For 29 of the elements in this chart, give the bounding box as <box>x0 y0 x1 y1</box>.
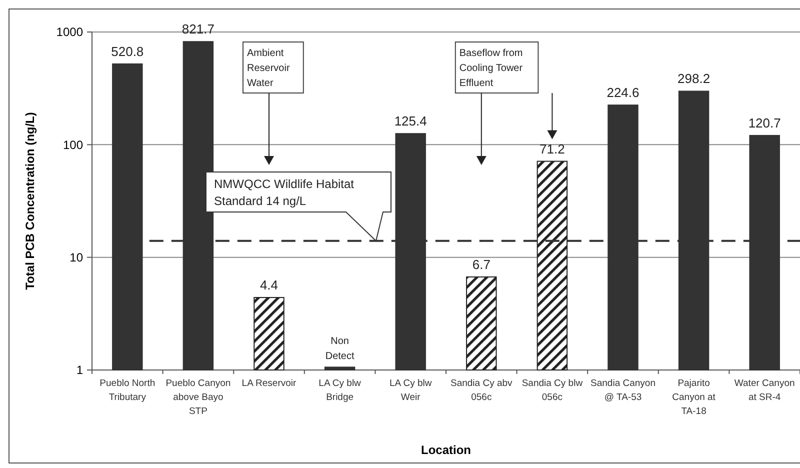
y-tick-label: 1000 <box>56 25 84 40</box>
x-tick-label: Pueblo Canyon above Bayo STP <box>166 378 231 417</box>
y-tick-label: 1 <box>76 363 84 378</box>
x-axis-title: Location <box>421 443 471 457</box>
x-tick-label: Pajarito Canyon at TA-18 <box>672 378 716 417</box>
ref-line-label: NMWQCC Wildlife Habitat Standard 14 ng/L <box>214 177 355 208</box>
x-tick-label: Sandia Cy abv 056c <box>450 378 513 403</box>
x-tick-label: LA Cy blw Bridge <box>318 378 362 403</box>
x-tick-label: Sandia Cy blw 056c <box>522 378 583 403</box>
data-label: 520.8 <box>111 44 144 59</box>
y-tick-label: 100 <box>62 138 84 152</box>
annotation: Ambient Reservoir Water <box>247 48 290 89</box>
data-label: 821.7 <box>182 22 214 37</box>
y-axis-title: Total PCB Concentration (ng/L) <box>23 112 37 290</box>
data-label: 120.7 <box>748 115 781 130</box>
x-tick-label: Water Canyon at SR-4 <box>734 378 795 403</box>
x-tick-label: Pueblo North Tributary <box>100 378 156 403</box>
data-label: Non Detect <box>325 336 354 362</box>
y-tick-label: 10 <box>70 250 84 265</box>
x-tick-label: Sandia Canyon @ TA-53 <box>590 378 656 403</box>
annotation: Baseflow from Cooling Tower Effluent <box>459 48 524 89</box>
data-label: 298.2 <box>678 71 710 86</box>
x-tick-label: LA Cy blw Weir <box>389 378 432 403</box>
data-label: 224.6 <box>606 85 640 100</box>
data-label: 6.7 <box>472 256 490 272</box>
data-label: 4.4 <box>260 278 278 293</box>
data-label: 125.4 <box>394 114 427 129</box>
data-label: 71.2 <box>540 141 565 156</box>
x-tick-label: LA Reservoir <box>242 378 296 389</box>
